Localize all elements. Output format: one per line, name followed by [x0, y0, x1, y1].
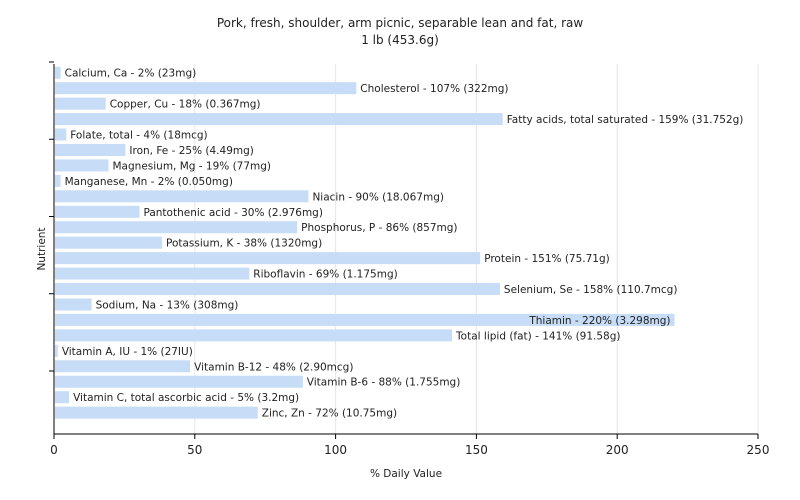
bar-label: Sodium, Na - 13% (308mg): [96, 299, 239, 311]
x-tick-label: 200: [606, 443, 629, 457]
bar: [55, 313, 675, 326]
bar-label: Thiamin - 220% (3.298mg): [528, 315, 670, 327]
bar: [55, 252, 481, 265]
bar-label: Pantothenic acid - 30% (2.976mg): [143, 207, 322, 219]
bar-label: Potassium, K - 38% (1320mg): [166, 238, 322, 250]
bar: [55, 128, 67, 141]
bar-label: Calcium, Ca - 2% (23mg): [65, 68, 197, 80]
bar-label: Copper, Cu - 18% (0.367mg): [110, 99, 261, 111]
bar-label: Vitamin A, IU - 1% (27IU): [62, 346, 193, 358]
axes: [53, 64, 758, 435]
x-axis-label: % Daily Value: [370, 468, 442, 480]
bar-label: Niacin - 90% (18.067mg): [312, 191, 444, 203]
gridlines: [194, 64, 759, 434]
bar: [55, 205, 140, 218]
bar: [55, 236, 163, 249]
bar: [55, 190, 309, 203]
x-tick-label: 100: [324, 443, 347, 457]
bar: [55, 391, 70, 404]
bar-label: Selenium, Se - 158% (110.7mcg): [504, 284, 677, 296]
y-ticks: [49, 61, 54, 372]
bar-label: Vitamin C, total ascorbic acid - 5% (3.2…: [73, 392, 299, 404]
bar-label: Magnesium, Mg - 19% (77mg): [113, 160, 272, 172]
bars: Calcium, Ca - 2% (23mg) Cholesterol - 107…: [55, 66, 744, 420]
bar: [55, 360, 191, 373]
bar: [55, 82, 357, 95]
bar-label: Fatty acids, total saturated - 159% (31.…: [507, 114, 744, 126]
bar-label: Folate, total - 4% (18mcg): [70, 130, 207, 142]
x-tick-label: 250: [747, 443, 770, 457]
bar: [55, 375, 303, 388]
y-axis-label: Nutrient: [36, 227, 48, 270]
bar-label: Protein - 151% (75.71g): [484, 253, 610, 265]
bar-label: Phosphorus, P - 86% (857mg): [301, 222, 457, 234]
bar-label: Vitamin B-6 - 88% (1.755mg): [307, 377, 461, 389]
bar: [55, 267, 250, 280]
chart-subtitle: 1 lb (453.6g): [361, 33, 439, 47]
x-tick-label: 50: [187, 443, 202, 457]
bar-label: Zinc, Zn - 72% (10.75mg): [262, 408, 397, 420]
bar-label: Iron, Fe - 25% (4.49mg): [129, 145, 253, 157]
bar: [55, 329, 453, 342]
bar-label: Riboflavin - 69% (1.175mg): [253, 269, 397, 281]
bar: [55, 66, 61, 79]
bar-label: Cholesterol - 107% (322mg): [360, 83, 508, 95]
bar: [55, 298, 92, 311]
x-tick-label: 150: [465, 443, 488, 457]
bar: [55, 113, 503, 126]
bar: [55, 283, 500, 296]
bar-label: Vitamin B-12 - 48% (2.90mcg): [194, 361, 353, 373]
bar: [55, 174, 61, 187]
bar: [55, 406, 258, 419]
x-tick-label: 0: [50, 443, 58, 457]
bar: [55, 143, 126, 156]
bar: [55, 221, 298, 234]
bar-label: Manganese, Mn - 2% (0.050mg): [65, 176, 233, 188]
bar: [55, 344, 58, 357]
bar-label: Total lipid (fat) - 141% (91.58g): [455, 330, 620, 342]
bar: [55, 97, 106, 110]
x-ticks: 0 50 100 150 200 250: [50, 434, 769, 457]
chart-title: Pork, fresh, shoulder, arm picnic, separ…: [217, 16, 584, 30]
bar: [55, 159, 109, 172]
